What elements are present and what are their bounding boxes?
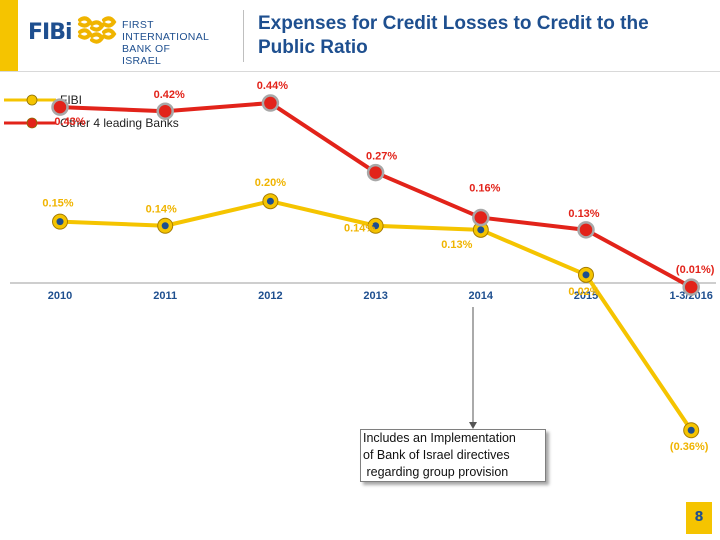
data-point bbox=[157, 217, 174, 234]
point-marker bbox=[156, 102, 174, 120]
point-marker bbox=[366, 163, 385, 182]
point-core bbox=[687, 426, 695, 434]
point-marker bbox=[577, 221, 595, 239]
point-core bbox=[372, 222, 380, 230]
point-core bbox=[161, 222, 169, 230]
series-line bbox=[59, 101, 693, 289]
page-number: 8 bbox=[686, 502, 712, 534]
point-core bbox=[582, 271, 590, 279]
data-label: 0.42% bbox=[154, 89, 185, 101]
legend-marker bbox=[26, 94, 38, 106]
x-tick-label: 2015 bbox=[574, 290, 598, 302]
bank-name: FIRST INTERNATIONAL BANK OF ISRAEL bbox=[122, 19, 209, 67]
data-label: 0.02% bbox=[568, 286, 599, 298]
data-label: 0.16% bbox=[469, 183, 500, 195]
data-point bbox=[367, 217, 384, 234]
header-divider bbox=[243, 10, 244, 62]
point-core bbox=[266, 197, 274, 205]
data-labels: 0.15% 0.14% 0.20% 0.14% 0.13% 0.02% (0.36%) 0.4… bbox=[42, 80, 714, 453]
data-label: 0.13% bbox=[441, 239, 472, 251]
data-label: 0.20% bbox=[255, 177, 286, 189]
point-marker bbox=[51, 98, 69, 116]
logo-word: FIBi bbox=[28, 20, 73, 45]
series-group bbox=[51, 94, 700, 439]
logo-mark-icon bbox=[78, 16, 117, 44]
header-accent-bar bbox=[0, 0, 18, 71]
x-tick-label: 2010 bbox=[48, 290, 72, 302]
data-label: 0.15% bbox=[42, 198, 73, 210]
data-label: 0.27% bbox=[366, 151, 397, 163]
data-point bbox=[51, 98, 69, 116]
point-core bbox=[56, 218, 64, 226]
x-tick-label: 2014 bbox=[469, 290, 494, 302]
data-label: (0.01%) bbox=[676, 264, 715, 276]
data-label: 0.44% bbox=[257, 80, 288, 92]
data-point bbox=[156, 102, 174, 120]
data-point bbox=[682, 278, 700, 296]
data-point bbox=[578, 266, 594, 283]
data-point bbox=[683, 422, 700, 439]
data-label: 0.43% bbox=[54, 116, 85, 128]
point-marker bbox=[472, 208, 490, 227]
point-marker bbox=[682, 278, 700, 296]
x-axis-ticks: 2010 2011 2012 2013 2014 2015 1-3/2016 bbox=[48, 290, 713, 302]
data-point bbox=[262, 193, 279, 210]
page-title: Expenses for Credit Losses to Credit to … bbox=[258, 13, 649, 58]
legend-label: Other 4 leading Banks bbox=[60, 116, 179, 130]
data-point bbox=[472, 208, 490, 227]
data-label: 0.14% bbox=[344, 223, 375, 235]
x-tick-label: 2013 bbox=[363, 290, 387, 302]
x-tick-label: 2011 bbox=[153, 290, 177, 302]
data-label: 0.14% bbox=[146, 204, 177, 216]
annotation-note: Includes an Implementation of Bank of Is… bbox=[360, 429, 546, 482]
header: FIBi FIRST INTERNATIONAL BANK OF ISRAEL … bbox=[0, 0, 720, 72]
x-tick-label: 1-3/2016 bbox=[669, 290, 712, 302]
point-marker bbox=[261, 94, 280, 112]
data-label: 0.13% bbox=[568, 208, 599, 220]
data-point bbox=[52, 213, 68, 230]
x-tick-label: 2012 bbox=[258, 290, 282, 302]
legend-marker bbox=[26, 117, 38, 129]
annotation-arrow-head bbox=[469, 422, 477, 429]
bank-name-line1: FIRST INTERNATIONAL bbox=[122, 19, 210, 43]
data-point bbox=[366, 163, 385, 182]
data-point bbox=[577, 221, 595, 239]
data-label: (0.36%) bbox=[670, 441, 709, 453]
data-point bbox=[261, 94, 280, 112]
bank-name-line2: BANK OF ISRAEL bbox=[122, 43, 171, 67]
point-core bbox=[477, 226, 485, 234]
